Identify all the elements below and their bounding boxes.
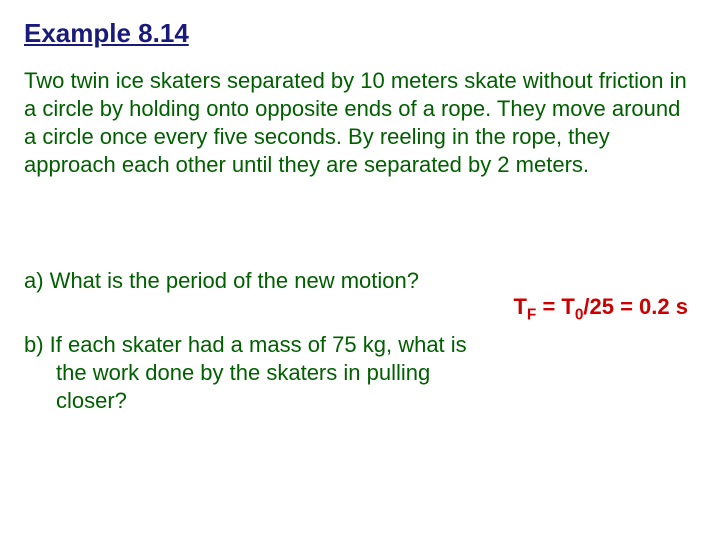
part-b-prompt-line1: b) If each skater had a mass of 75 kg, w… (24, 332, 467, 357)
part-a: a) What is the period of the new motion?… (24, 267, 696, 295)
ans-a-sub1: F (527, 306, 536, 323)
part-b-prompt-line2: the work done by the skaters in pulling … (24, 359, 476, 415)
part-a-answer: TF = T0/25 = 0.2 s (513, 293, 688, 321)
slide-page: Example 8.14 Two twin ice skaters separa… (0, 0, 720, 540)
part-b: b) If each skater had a mass of 75 kg, w… (24, 331, 696, 415)
ans-a-mid: = T (536, 294, 575, 319)
ans-a-prefix: T (513, 294, 526, 319)
problem-statement: Two twin ice skaters separated by 10 met… (24, 67, 696, 207)
ans-a-suffix: /25 = 0.2 s (583, 294, 688, 319)
example-title: Example 8.14 (24, 18, 696, 49)
part-a-prompt: a) What is the period of the new motion? (24, 268, 419, 293)
